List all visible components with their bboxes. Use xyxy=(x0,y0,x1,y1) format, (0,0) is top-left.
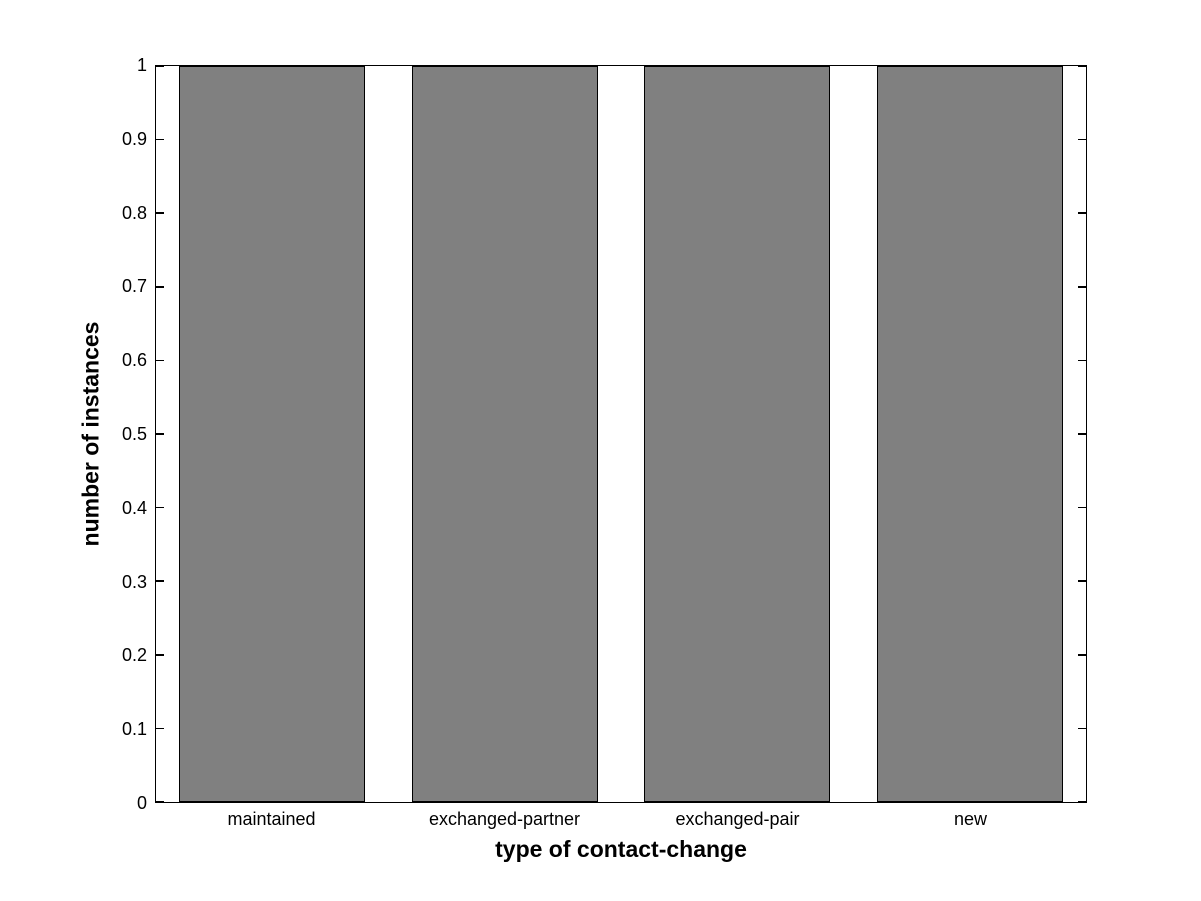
y-tick-mark xyxy=(156,801,164,803)
y-tick-mark xyxy=(156,359,164,362)
y-tick-mark xyxy=(156,654,164,656)
y-tick-label: 0.7 xyxy=(121,276,147,297)
y-tick-mark xyxy=(156,506,164,509)
x-category-label: maintained xyxy=(227,809,316,829)
y-tick-label: 0.5 xyxy=(121,424,147,444)
y-tick-mark xyxy=(1078,433,1086,435)
y-tick-mark xyxy=(1078,506,1086,509)
y-tick-label: 1 xyxy=(136,55,147,75)
bar-exchanged-partner xyxy=(411,66,598,802)
x-category-label: new xyxy=(953,809,988,829)
y-tick-label: 0 xyxy=(136,793,147,813)
y-tick-mark xyxy=(156,212,164,214)
y-tick-label: 0.9 xyxy=(121,128,147,149)
y-tick-mark xyxy=(1078,286,1086,288)
y-tick-label: 0.4 xyxy=(121,497,147,518)
x-category-label: exchanged-pair xyxy=(675,809,800,829)
y-tick-label: 0.6 xyxy=(121,350,147,371)
y-tick-label: 0.1 xyxy=(121,719,147,740)
y-tick-mark xyxy=(1078,212,1086,214)
bar-new xyxy=(876,66,1063,802)
y-tick-mark xyxy=(156,433,164,435)
x-axis-label: type of contact-change xyxy=(495,836,747,862)
y-tick-label: 0.3 xyxy=(121,571,147,592)
y-tick-mark xyxy=(156,580,164,582)
y-tick-mark xyxy=(156,286,164,288)
y-tick-mark xyxy=(156,138,164,141)
y-tick-label: 0.8 xyxy=(121,202,147,223)
bar-maintained xyxy=(179,66,366,802)
y-tick-mark xyxy=(156,727,164,730)
y-tick-mark xyxy=(1078,801,1086,803)
y-tick-mark xyxy=(1078,359,1086,362)
y-tick-mark xyxy=(1078,727,1086,730)
y-tick-mark xyxy=(1078,580,1086,582)
y-tick-mark xyxy=(1078,65,1086,67)
bar-exchanged-pair xyxy=(644,66,831,802)
y-tick-mark xyxy=(1078,654,1086,656)
y-tick-mark xyxy=(1078,138,1086,141)
y-tick-label: 0.2 xyxy=(121,645,147,666)
plot-area xyxy=(155,65,1087,803)
x-category-label: exchanged-partner xyxy=(428,809,581,829)
y-tick-mark xyxy=(156,65,164,67)
